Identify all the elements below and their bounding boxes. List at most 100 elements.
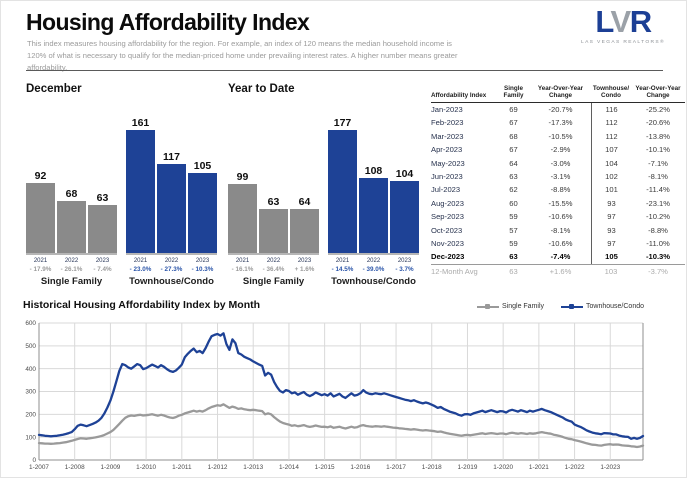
chart-legend: Single Family Townhouse/Condo [477,303,644,310]
table-value-cell: 97 [591,236,631,251]
ytd-chart-title: Year to Date [228,83,295,95]
legend-label-townhouse-condo: Townhouse/Condo [586,303,645,310]
table-value-cell: -3.1% [550,171,571,181]
y-axis-tick-label: 600 [25,320,36,327]
table-value-cell: 60 [509,198,518,208]
table-value-cell: 64 [509,158,518,168]
december-bar-chart: December 92 68 63 2021 2022 2023 - 17.9% - 26.1… [26,83,226,287]
single-family-line-icon [477,304,499,309]
bar-change-label: - 17.9% [29,266,52,273]
x-axis-tick-label: 1-2016 [350,464,370,471]
bar [88,204,117,253]
bar-change-labels: - 17.9% - 26.1% - 7.4% [26,264,117,273]
table-row: Jun-2023 63 -3.1% 102 -8.1% [431,169,685,184]
table-value-cell: -20.6% [645,118,671,128]
table-value-cell: -2.9% [550,145,571,155]
table-value-cell: 57 [509,225,518,235]
table-value-cell: -8.8% [550,185,571,195]
table-month-cell: Dec-2023 [431,252,465,262]
bar-value-label: 63 [96,191,109,204]
historical-line-chart: 0 100 200 300 400 500 600 1-2007 1-2008 1-2009 1-2… [25,320,645,471]
x-axis-tick-label: 1-2021 [529,464,549,471]
bar-value-label: 64 [298,195,311,208]
table-value-cell: 59 [509,238,518,248]
table-value-cell: 102 [591,169,631,184]
bar-column: 117 [157,151,186,253]
table-row: Oct-2023 57 -8.1% 93 -8.8% [431,223,685,237]
x-axis-tick-label: 1-2014 [279,464,299,471]
bar-group-bars: 161 117 105 [126,101,217,255]
table-header-cell: Affordability Index [431,92,487,100]
bar-group-townhouse-condo: 177 108 104 2021 2022 2023 - 14.5% - 39.0% - 3.7… [328,101,419,287]
bar-value-label: 104 [395,167,414,180]
logo-letter-v: V [610,4,632,39]
bar-change-labels: - 23.0% - 27.3% - 10.3% [126,264,217,273]
bar [290,208,319,253]
table-month-cell: Jan-2023 [431,105,463,115]
table-value-cell: -10.3% [645,252,671,262]
bar-change-labels: - 14.5% - 39.0% - 3.7% [328,264,419,273]
bar-group-single-family: 99 63 64 2021 2022 2023 - 16.1% - 36.4% + 1.6% Si… [228,101,319,287]
bar-column: 104 [390,168,419,253]
x-axis-tick-label: 1-2012 [208,464,228,471]
table-value-cell: 104 [591,156,631,170]
table-value-cell: 101 [591,183,631,197]
x-axis-tick-label: 1-2010 [136,464,156,471]
logo-letter-l: L [595,4,612,39]
bar-value-label: 68 [65,188,78,200]
table-average-cell: 63 [509,266,518,276]
table-month-cell: Oct-2023 [431,225,463,235]
x-axis-tick-label: 1-2019 [458,464,478,471]
bar-value-label: 117 [163,150,180,163]
table-value-cell: 112 [591,116,631,130]
legend-item-townhouse-condo: Townhouse/Condo [561,303,644,310]
table-month-cell: Apr-2023 [431,145,463,155]
bar-year-labels: 2021 2022 2023 [328,255,419,264]
bar-year-label: 2021 [335,258,350,264]
table-month-cell: Jun-2023 [431,171,463,181]
table-value-cell: -17.3% [548,118,573,128]
line-series-single-family [37,403,645,449]
bar [228,184,257,253]
table-value-cell: -15.5% [548,198,573,208]
bar-year-label: 2022 [64,258,79,264]
x-axis-tick-label: 1-2020 [493,464,513,471]
bar [188,172,217,253]
x-axis-tick-label: 1-2015 [315,464,335,471]
bar [26,182,55,253]
bar-group-bars: 92 68 63 [26,101,117,255]
bar [126,130,155,253]
bar-group-single-family: 92 68 63 2021 2022 2023 - 17.9% - 26.1% - 7.4% Si… [26,101,117,287]
x-axis-tick-label: 1-2007 [29,464,49,471]
y-axis-tick-label: 0 [32,457,36,464]
bar-change-label: - 14.5% [331,266,354,273]
table-month-cell: Jul-2023 [431,185,461,195]
table-value-cell: 63 [509,171,518,181]
table-value-cell: -25.2% [645,105,671,115]
table-value-cell: -7.1% [648,158,668,168]
table-header-cell: Single Family [503,85,524,100]
table-month-cell: May-2023 [431,158,465,168]
header-divider [26,70,663,71]
bar-change-label: - 7.4% [93,266,112,273]
table-row: Nov-2023 59 -10.6% 97 -11.0% [431,236,685,251]
bar-column: 99 [228,171,257,253]
table-value-cell: -10.6% [548,238,573,248]
bar-year-label: 2023 [297,258,312,264]
bar-group-bars: 177 108 104 [328,101,419,255]
table-row: Aug-2023 60 -15.5% 93 -23.1% [431,196,685,210]
logo-letter-r: R [629,4,652,39]
table-value-cell: 67 [509,145,518,155]
bar [390,180,419,253]
bar-year-label: 2023 [397,258,412,264]
x-axis-tick-label: 1-2013 [243,464,263,471]
table-row: Mar-2023 68 -10.5% 112 -13.8% [431,129,685,144]
table-value-cell: 93 [591,223,631,237]
table-average-row: 12-Month Avg 63 +1.6% 103 -3.7% [431,263,685,278]
table-body: Jan-2023 69 -20.7% 116 -25.2% Feb-2023 67 -17.3… [431,102,685,278]
bar [359,177,388,253]
table-row: May-2023 64 -3.0% 104 -7.1% [431,156,685,170]
table-value-cell: 67 [509,118,518,128]
table-row: Dec-2023 63 -7.4% 105 -10.3% [431,250,685,264]
